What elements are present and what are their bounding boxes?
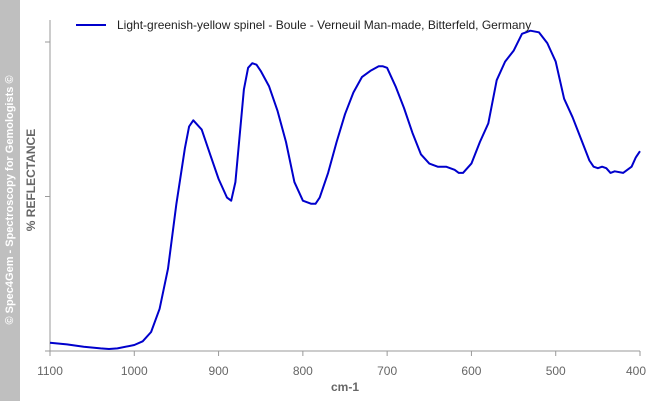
watermark-band: © Spec4Gem - Spectroscopy for Gemologist… xyxy=(0,0,20,401)
series-line xyxy=(49,29,641,350)
x-axis-title: cm-1 xyxy=(331,380,359,394)
x-tick-label: 500 xyxy=(546,364,566,378)
y-ticks xyxy=(45,41,50,352)
x-tick-label: 800 xyxy=(293,364,313,378)
x-tick-label: 400 xyxy=(626,364,646,378)
x-tick-label: 600 xyxy=(461,364,481,378)
legend-label: Light-greenish-yellow spinel - Boule - V… xyxy=(117,18,531,32)
x-tick-label: 1100 xyxy=(37,364,63,378)
x-tick-label: 700 xyxy=(377,364,397,378)
series-layer xyxy=(49,29,641,350)
legend: Light-greenish-yellow spinel - Boule - V… xyxy=(76,18,531,32)
x-tick-label: 1000 xyxy=(121,364,148,378)
x-ticks: 1100 1000 900 800 700 600 500 400 xyxy=(37,351,646,378)
y-axis-title: % REFLECTANCE xyxy=(24,129,38,231)
x-tick-label: 900 xyxy=(209,364,229,378)
